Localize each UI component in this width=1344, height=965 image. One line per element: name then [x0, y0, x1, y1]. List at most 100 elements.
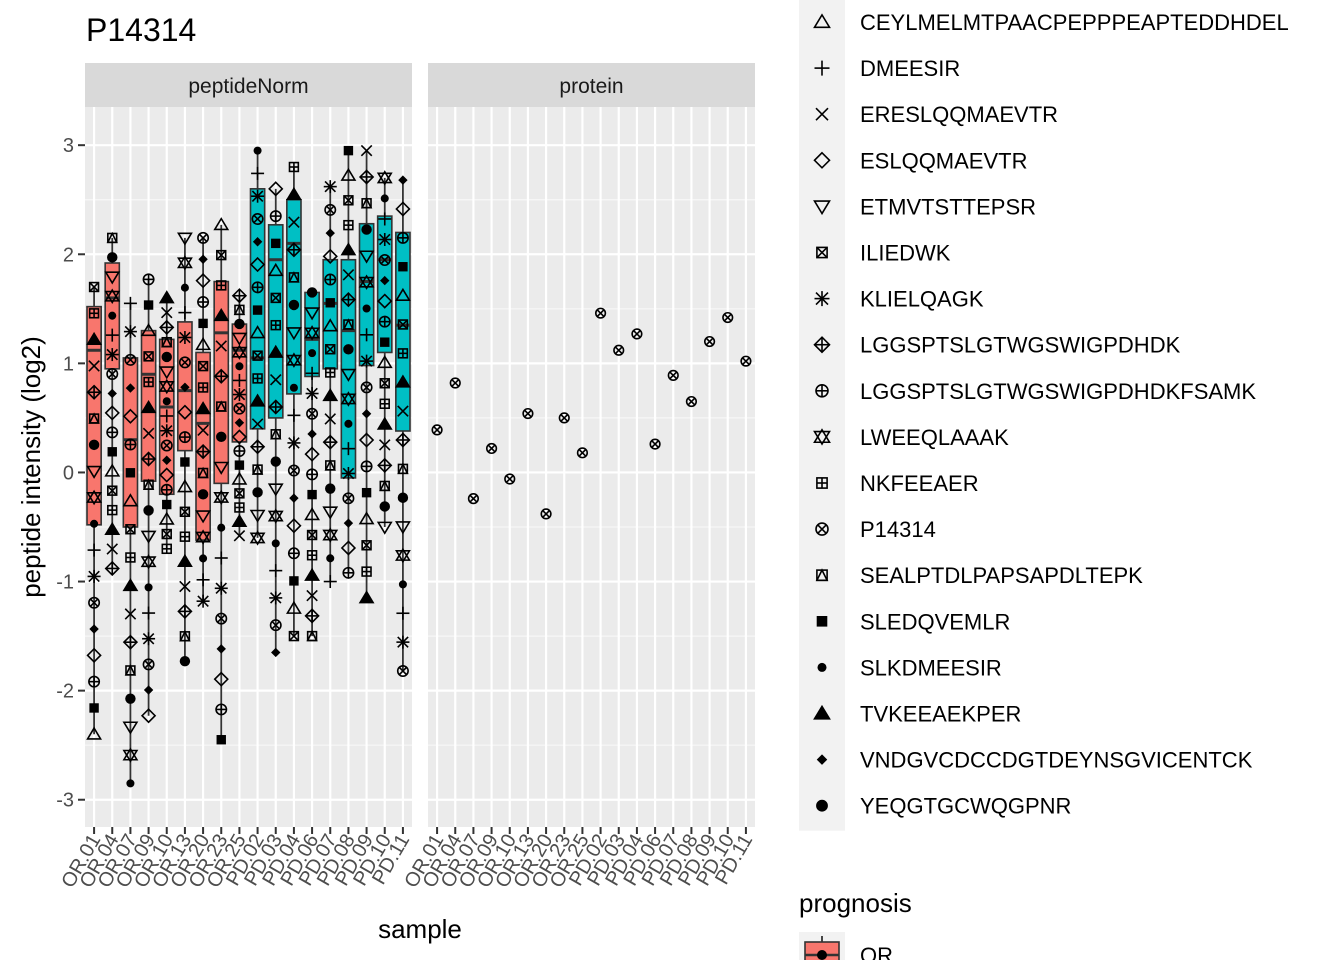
peptide-point — [287, 464, 300, 477]
peptide-point — [140, 530, 157, 544]
peptide-point — [179, 655, 191, 667]
protein-point — [613, 344, 625, 356]
peptide-point — [271, 647, 281, 658]
peptide-point — [305, 366, 319, 380]
peptide-point — [286, 242, 302, 258]
peptide-point — [140, 399, 157, 414]
peptide-point — [270, 456, 281, 467]
facet-strip-label: peptideNorm — [188, 75, 308, 98]
peptide-point — [325, 367, 336, 378]
peptide-point — [213, 307, 230, 322]
peptide-point — [379, 479, 391, 492]
peptide-point — [161, 543, 172, 555]
peptide-point — [86, 465, 102, 479]
peptide-point — [358, 590, 375, 604]
peptide-point — [140, 708, 157, 724]
peptide-point — [160, 439, 173, 452]
protein-point — [522, 407, 534, 420]
peptide-point — [105, 348, 119, 362]
legend-label: ESLQQMAEVTR — [860, 148, 1027, 173]
peptide-point — [251, 463, 264, 475]
peptide-point — [234, 418, 245, 428]
peptide-point — [180, 457, 190, 467]
peptide-point — [160, 483, 173, 496]
legend-key-square-cross — [816, 246, 828, 259]
x-axis-title: sample — [378, 914, 462, 944]
peptide-point — [249, 393, 266, 407]
peptide-point — [123, 296, 137, 310]
peptide-point — [197, 466, 209, 479]
peptide-point — [380, 194, 389, 203]
peptide-point — [343, 219, 354, 231]
peptide-point — [197, 489, 209, 500]
peptide-point — [249, 509, 266, 523]
peptide-point — [195, 529, 211, 545]
peptide-point — [360, 354, 374, 368]
legend-key-cross — [815, 107, 829, 121]
peptide-point — [286, 600, 302, 614]
legend-prognosis-label: OR — [860, 943, 893, 960]
peptide-point — [289, 576, 299, 586]
protein-point — [449, 377, 461, 389]
peptide-point — [125, 524, 136, 535]
box-OR.09 — [140, 273, 157, 724]
peptide-point — [88, 308, 100, 319]
peptide-point — [104, 463, 121, 477]
peptide-point — [125, 383, 136, 393]
panel-background — [428, 107, 755, 827]
peptide-point — [286, 186, 302, 201]
peptide-point — [233, 402, 246, 415]
peptide-point — [177, 553, 193, 568]
legend-label: LWEEQLAAAK — [860, 425, 1009, 450]
peptide-point — [269, 373, 282, 386]
peptide-point — [288, 216, 300, 228]
legend-key-circle-filled — [816, 799, 828, 812]
peptide-point — [397, 492, 409, 503]
peptide-point — [196, 573, 210, 587]
box-body — [358, 222, 375, 367]
peptide-point — [178, 306, 192, 320]
peptide-point — [395, 521, 411, 535]
peptide-point — [88, 281, 100, 293]
peptide-point — [195, 510, 211, 524]
peptide-point — [379, 501, 390, 512]
peptide-point — [361, 566, 372, 577]
peptide-point — [360, 460, 373, 473]
peptide-point — [378, 254, 391, 267]
peptide-point — [380, 337, 390, 347]
peptide-point — [160, 409, 174, 423]
peptide-point — [340, 292, 357, 308]
peptide-point — [304, 567, 320, 581]
protein-point — [594, 307, 607, 319]
box-PD.04 — [286, 161, 302, 642]
peptide-point — [161, 528, 172, 540]
y-tick-label: 3 — [63, 135, 74, 157]
peptide-point — [358, 432, 375, 448]
peptide-point — [324, 413, 337, 425]
peptide-point — [378, 233, 392, 247]
peptide-point — [232, 388, 246, 402]
peptide-point — [252, 350, 263, 361]
peptide-point — [271, 238, 281, 249]
peptide-point — [177, 255, 193, 271]
peptide-point — [215, 340, 228, 352]
peptide-point — [216, 735, 226, 745]
peptide-point — [324, 459, 336, 471]
peptide-point — [231, 471, 248, 485]
peptide-point — [142, 427, 155, 440]
peptide-point — [270, 428, 282, 440]
peptide-point — [395, 287, 411, 302]
peptide-point — [142, 606, 156, 620]
protein-point — [631, 328, 643, 340]
peptide-point — [106, 368, 119, 381]
peptide-point — [304, 307, 320, 321]
facet-strip — [428, 63, 755, 107]
peptide-point — [178, 356, 191, 369]
peptide-point — [179, 506, 191, 518]
peptide-point — [87, 543, 101, 557]
peptide-point — [217, 523, 226, 532]
box-PD.07 — [322, 180, 339, 589]
peptide-point — [231, 332, 248, 346]
peptide-point — [122, 747, 139, 763]
